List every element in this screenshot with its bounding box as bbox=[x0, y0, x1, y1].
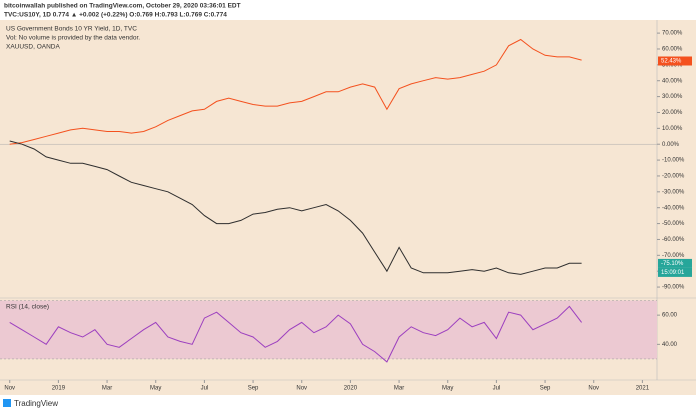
quote: TVC:US10Y, 1D 0.774 ▲ +0.002 (+0.22%) O:… bbox=[4, 12, 227, 19]
x-tick-label: Nov bbox=[296, 386, 307, 392]
brand: TradingView bbox=[14, 399, 58, 408]
rsi-title: RSI (14, close) bbox=[6, 304, 49, 311]
x-tick-label: May bbox=[442, 386, 453, 392]
y-tick-label: -10.00% bbox=[662, 158, 685, 164]
x-tick-label: Sep bbox=[248, 386, 259, 392]
x-tick-label: Sep bbox=[540, 386, 551, 392]
x-tick-label: May bbox=[150, 386, 161, 392]
price-label: 52.43% bbox=[661, 59, 682, 65]
y-tick-label: 40.00 bbox=[662, 342, 678, 348]
x-tick-label: Nov bbox=[588, 386, 599, 392]
x-tick-label: Nov bbox=[4, 386, 15, 392]
y-tick-label: 30.00% bbox=[662, 94, 683, 100]
y-tick-label: -30.00% bbox=[662, 189, 685, 195]
price-label: -75.10% bbox=[661, 261, 684, 267]
rsi-band bbox=[0, 300, 657, 359]
series-line bbox=[9, 305, 582, 363]
x-tick-label: Jul bbox=[201, 386, 209, 392]
y-tick-label: -70.00% bbox=[662, 253, 685, 259]
y-tick-label: 60.00% bbox=[662, 47, 683, 53]
legend-text: Vol: No volume is provided by the data v… bbox=[6, 35, 140, 42]
publisher: bitcoinwallah published on TradingView.c… bbox=[4, 3, 241, 10]
x-tick-label: Jul bbox=[493, 386, 501, 392]
x-tick-label: 2021 bbox=[636, 386, 650, 392]
x-tick-label: 2020 bbox=[344, 386, 358, 392]
countdown: 15:09:01 bbox=[661, 270, 685, 276]
y-tick-label: 70.00% bbox=[662, 31, 683, 37]
y-tick-label: -40.00% bbox=[662, 205, 685, 211]
legend-text: XAUUSD, OANDA bbox=[6, 44, 60, 51]
countdown-box bbox=[658, 267, 692, 277]
y-tick-label: -90.00% bbox=[662, 285, 685, 291]
series-line bbox=[9, 38, 582, 145]
logo bbox=[3, 399, 11, 407]
y-tick-label: 60.00 bbox=[662, 313, 678, 319]
y-tick-label: 40.00% bbox=[662, 78, 683, 84]
price-label-box bbox=[658, 258, 692, 268]
legend-text: US Government Bonds 10 YR Yield, 1D, TVC bbox=[6, 26, 137, 33]
series-line bbox=[9, 140, 582, 275]
price-label-box bbox=[658, 56, 692, 66]
y-tick-label: 10.00% bbox=[662, 126, 683, 132]
y-tick-label: -50.00% bbox=[662, 221, 685, 227]
y-tick-label: 20.00% bbox=[662, 110, 683, 116]
x-tick-label: 2019 bbox=[52, 386, 66, 392]
x-tick-label: Mar bbox=[394, 386, 404, 392]
y-tick-label: -60.00% bbox=[662, 237, 685, 243]
y-tick-label: -20.00% bbox=[662, 174, 685, 180]
x-tick-label: Mar bbox=[102, 386, 112, 392]
y-tick-label: 0.00% bbox=[662, 142, 680, 148]
